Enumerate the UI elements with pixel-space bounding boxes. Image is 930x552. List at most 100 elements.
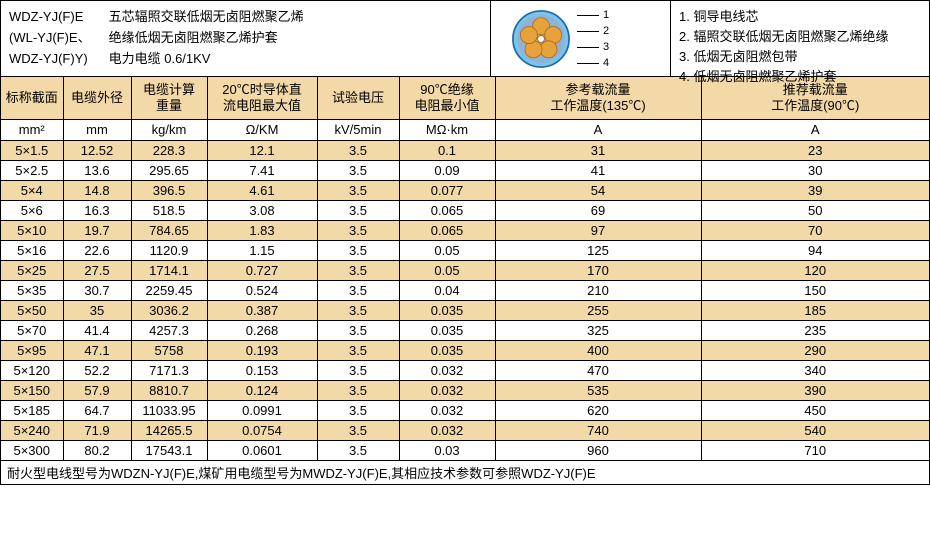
cell: 52.2 <box>63 360 131 380</box>
cable-cross-section-icon <box>503 5 579 73</box>
leader-num: 4 <box>577 55 609 71</box>
units-row: mm²mmkg/kmΩ/KMkV/5minMΩ·kmAA <box>1 119 929 140</box>
cell: 3.5 <box>317 320 399 340</box>
cell: 0.035 <box>399 300 495 320</box>
table-row: 5×12052.27171.30.1533.50.032470340 <box>1 360 929 380</box>
cell: 3.5 <box>317 360 399 380</box>
cell: 0.05 <box>399 260 495 280</box>
cell: 0.268 <box>207 320 317 340</box>
cell: 0.524 <box>207 280 317 300</box>
cell: 14.8 <box>63 180 131 200</box>
cell: 8810.7 <box>131 380 207 400</box>
cell: 19.7 <box>63 220 131 240</box>
legend-item: 3. 低烟无卤阻燃包带 <box>679 47 921 67</box>
cell: 170 <box>495 260 701 280</box>
cell: 41.4 <box>63 320 131 340</box>
table-row: 5×3530.72259.450.5243.50.04210150 <box>1 280 929 300</box>
cell: 0.727 <box>207 260 317 280</box>
header-legend: 1. 铜导电线芯 2. 辐照交联低烟无卤阻燃聚乙烯绝缘 3. 低烟无卤阻燃包带 … <box>671 1 929 76</box>
footnote-row: 耐火型电线型号为WDZN-YJ(F)E,煤矿用电缆型号为MWDZ-YJ(F)E,… <box>1 460 929 484</box>
cell: 5×4 <box>1 180 63 200</box>
cell: 255 <box>495 300 701 320</box>
cell: 0.032 <box>399 380 495 400</box>
cell: 3.5 <box>317 180 399 200</box>
cell: 54 <box>495 180 701 200</box>
leader-num: 2 <box>577 23 609 39</box>
col-header: 电缆计算重量 <box>131 77 207 119</box>
cell: 0.04 <box>399 280 495 300</box>
table-row: 5×15057.98810.70.1243.50.032535390 <box>1 380 929 400</box>
table-head: 标称截面电缆外径电缆计算重量20℃时导体直流电阻最大值试验电压90℃绝缘电阻最小… <box>1 77 929 140</box>
header-block: WDZ-YJ(F)E (WL-YJ(F)E、 WDZ-YJ(F)Y) 五芯辐照交… <box>1 1 929 77</box>
cell: 390 <box>701 380 929 400</box>
table-row: 5×2.513.6295.657.413.50.094130 <box>1 160 929 180</box>
cell: 3.08 <box>207 200 317 220</box>
cell: 0.0754 <box>207 420 317 440</box>
cell: 1.15 <box>207 240 317 260</box>
cell: 3.5 <box>317 260 399 280</box>
cell: 7171.3 <box>131 360 207 380</box>
table-row: 5×24071.914265.50.07543.50.032740540 <box>1 420 929 440</box>
cell: 0.0601 <box>207 440 317 460</box>
cell: 5×240 <box>1 420 63 440</box>
cell: 0.032 <box>399 420 495 440</box>
cell: 3036.2 <box>131 300 207 320</box>
table-row: 5×616.3518.53.083.50.0656950 <box>1 200 929 220</box>
cell: 960 <box>495 440 701 460</box>
table-row: 5×1622.61120.91.153.50.0512594 <box>1 240 929 260</box>
cell: 5×1.5 <box>1 140 63 160</box>
table-row: 5×7041.44257.30.2683.50.035325235 <box>1 320 929 340</box>
cell: 3.5 <box>317 380 399 400</box>
table-row: 5×2527.51714.10.7273.50.05170120 <box>1 260 929 280</box>
cell: 7.41 <box>207 160 317 180</box>
legend-item: 2. 辐照交联低烟无卤阻燃聚乙烯绝缘 <box>679 27 921 47</box>
cell: 3.5 <box>317 420 399 440</box>
cell: 30.7 <box>63 280 131 300</box>
cell: 0.124 <box>207 380 317 400</box>
col-unit: kg/km <box>131 119 207 140</box>
cell: 5×50 <box>1 300 63 320</box>
leader-num: 1 <box>577 7 609 23</box>
cell: 70 <box>701 220 929 240</box>
cell: 5×95 <box>1 340 63 360</box>
desc-line: 电力电缆 0.6/1KV <box>109 49 304 70</box>
desc-line: 五芯辐照交联低烟无卤阻燃聚乙烯 <box>109 7 304 28</box>
cell: 11033.95 <box>131 400 207 420</box>
model-line: WDZ-YJ(F)Y) <box>9 49 91 70</box>
cell: 14265.5 <box>131 420 207 440</box>
model-line: WDZ-YJ(F)E <box>9 7 91 28</box>
cell: 228.3 <box>131 140 207 160</box>
cell: 784.65 <box>131 220 207 240</box>
cell: 0.153 <box>207 360 317 380</box>
cell: 69 <box>495 200 701 220</box>
cell: 235 <box>701 320 929 340</box>
cell: 12.1 <box>207 140 317 160</box>
table-row: 5×50353036.20.3873.50.035255185 <box>1 300 929 320</box>
cell: 185 <box>701 300 929 320</box>
cell: 290 <box>701 340 929 360</box>
cell: 4257.3 <box>131 320 207 340</box>
table-row: 5×9547.157580.1933.50.035400290 <box>1 340 929 360</box>
datasheet: WDZ-YJ(F)E (WL-YJ(F)E、 WDZ-YJ(F)Y) 五芯辐照交… <box>0 0 930 485</box>
cell: 0.03 <box>399 440 495 460</box>
header-diagram: 1 2 3 4 <box>491 1 671 76</box>
desc-list: 五芯辐照交联低烟无卤阻燃聚乙烯 绝缘低烟无卤阻燃聚乙烯护套 电力电缆 0.6/1… <box>109 7 304 70</box>
cell: 71.9 <box>63 420 131 440</box>
col-unit: kV/5min <box>317 119 399 140</box>
cell: 400 <box>495 340 701 360</box>
cell: 3.5 <box>317 200 399 220</box>
cell: 5×2.5 <box>1 160 63 180</box>
table-row: 5×1019.7784.651.833.50.0659770 <box>1 220 929 240</box>
cell: 0.035 <box>399 340 495 360</box>
col-unit: MΩ·km <box>399 119 495 140</box>
cell: 4.61 <box>207 180 317 200</box>
cell: 17543.1 <box>131 440 207 460</box>
cell: 0.065 <box>399 220 495 240</box>
cell: 620 <box>495 400 701 420</box>
cell: 3.5 <box>317 160 399 180</box>
cell: 3.5 <box>317 240 399 260</box>
cell: 64.7 <box>63 400 131 420</box>
header-left: WDZ-YJ(F)E (WL-YJ(F)E、 WDZ-YJ(F)Y) 五芯辐照交… <box>1 1 491 76</box>
col-unit: mm² <box>1 119 63 140</box>
cell: 740 <box>495 420 701 440</box>
